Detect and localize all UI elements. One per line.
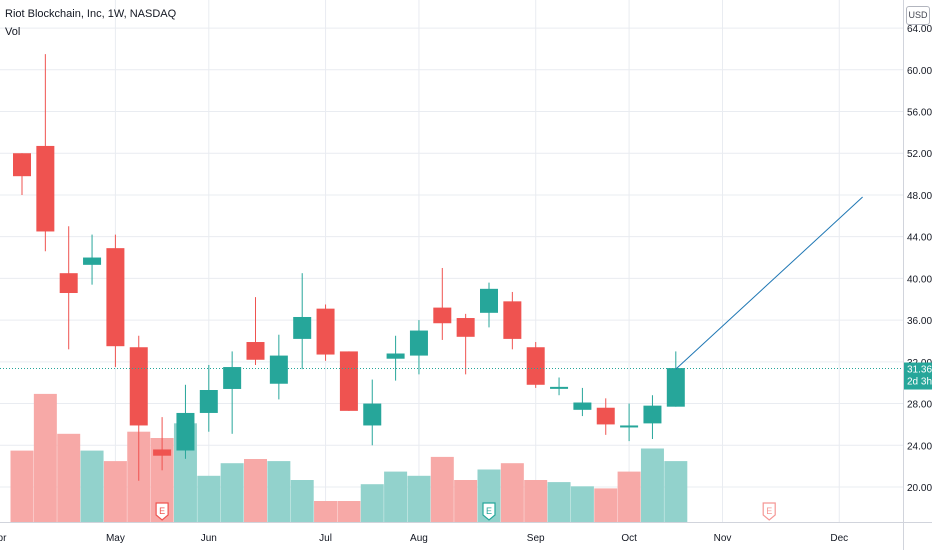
x-tick-label: Sep	[527, 533, 545, 544]
earnings-marker-icon[interactable]	[155, 502, 169, 521]
volume-bar	[337, 501, 361, 522]
volume-bar	[500, 463, 524, 522]
candle-body	[293, 316, 312, 339]
volume-bar	[594, 488, 618, 522]
candle-body	[316, 308, 335, 355]
candle-body	[550, 386, 569, 389]
x-tick-label: Apr	[0, 533, 7, 544]
candle-body	[59, 273, 78, 294]
candle-body	[176, 412, 195, 451]
volume-bar	[407, 475, 431, 522]
candle-body	[339, 351, 358, 411]
candle-body	[13, 153, 31, 177]
volume-label: Vol	[5, 26, 21, 38]
earnings-marker-icon[interactable]	[482, 502, 496, 521]
volume-bar	[57, 433, 81, 522]
x-tick-label: Aug	[410, 533, 428, 544]
x-tick-label: May	[106, 533, 125, 544]
candle-body	[83, 257, 102, 265]
volume-bar	[220, 463, 244, 522]
candle-body	[620, 425, 639, 428]
volume-bar	[290, 480, 314, 522]
x-tick-label: Jul	[319, 533, 332, 544]
candle-body	[409, 330, 428, 356]
y-tick-label: 28.00	[907, 400, 932, 411]
candle-body	[666, 368, 685, 407]
y-tick-label: 20.00	[907, 483, 932, 494]
candle-body	[363, 403, 382, 426]
candle-body	[246, 342, 265, 360]
y-tick-label: 44.00	[907, 233, 932, 244]
volume-bar	[524, 480, 548, 522]
volume-bar	[267, 461, 291, 522]
y-tick-label: 36.00	[907, 316, 932, 327]
volume-bar	[80, 450, 104, 522]
candle-body	[573, 402, 592, 410]
volume-bar	[570, 486, 594, 522]
last-price-value: 31.36	[907, 365, 932, 376]
last-price-countdown: 2d 3h	[907, 377, 932, 388]
candle-body	[643, 405, 662, 424]
symbol-title: Riot Blockchain, Inc, 1W, NASDAQ	[5, 8, 177, 20]
y-tick-label: 48.00	[907, 191, 932, 202]
y-tick-label: 64.00	[907, 24, 932, 35]
y-tick-label: 60.00	[907, 66, 932, 77]
y-tick-label: 24.00	[907, 441, 932, 452]
earnings-marker-icon[interactable]	[762, 502, 776, 521]
earnings-marker-label: E	[766, 506, 772, 516]
earnings-marker-label: E	[486, 506, 492, 516]
candle-body	[456, 318, 475, 337]
volume-bars	[10, 393, 688, 522]
candle-body	[526, 347, 545, 385]
y-tick-label: 52.00	[907, 149, 932, 160]
volume-bar	[664, 461, 688, 522]
earnings-marker-label: E	[159, 506, 165, 516]
volume-bar	[617, 471, 641, 522]
candle-body	[480, 288, 498, 313]
candle-body	[129, 347, 148, 426]
volume-bar	[454, 480, 478, 522]
candle-body	[153, 449, 172, 456]
candlesticks	[13, 54, 685, 481]
candle-body	[386, 353, 405, 359]
volume-bar	[244, 459, 267, 522]
volume-bar	[10, 450, 34, 522]
volume-bar	[430, 456, 454, 522]
candle-body	[433, 307, 452, 324]
y-tick-label: 56.00	[907, 108, 932, 119]
volume-bar	[547, 482, 571, 522]
overlays	[0, 196, 903, 370]
candle-body	[106, 248, 125, 347]
volume-bar	[640, 448, 664, 522]
candle-body	[36, 145, 55, 232]
x-tick-label: Dec	[830, 533, 848, 544]
candle-body	[199, 390, 218, 413]
x-tick-label: Nov	[714, 533, 732, 544]
y-tick-label: 40.00	[907, 274, 932, 285]
grid	[0, 0, 903, 522]
candle-body	[503, 301, 522, 339]
candle-body	[269, 355, 288, 384]
volume-bar	[103, 461, 127, 522]
candle-body	[223, 367, 242, 389]
volume-bar	[150, 438, 174, 522]
volume-bar	[360, 484, 384, 522]
volume-bar	[384, 471, 408, 522]
trend-line	[675, 196, 863, 370]
x-tick-label: Jun	[201, 533, 217, 544]
last-price-tag	[904, 362, 932, 390]
currency-button[interactable]: USD	[906, 6, 930, 25]
volume-bar	[197, 475, 221, 522]
candle-body	[596, 407, 615, 425]
volume-bar	[314, 501, 338, 522]
x-tick-label: Oct	[621, 533, 637, 544]
volume-bar	[33, 393, 57, 522]
